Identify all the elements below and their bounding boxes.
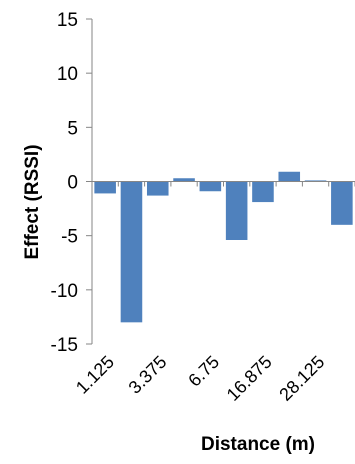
- bar-series: [94, 171, 353, 323]
- y-tick-label: 10: [57, 64, 78, 85]
- axes: [86, 18, 355, 345]
- y-tick-label: 5: [67, 118, 78, 139]
- y-tick-label: -10: [51, 281, 78, 302]
- x-tick-label: 1.125: [72, 352, 118, 398]
- x-tick-label: 3.375: [125, 352, 171, 398]
- y-axis-title: Effect (RSSI): [22, 144, 43, 259]
- x-tick-label: 16.875: [223, 352, 276, 405]
- y-tick-label: 0: [67, 173, 78, 194]
- bar: [304, 180, 327, 182]
- bar: [225, 181, 248, 240]
- bar: [173, 178, 195, 182]
- bar: [94, 181, 116, 194]
- y-tick-label: -5: [61, 227, 78, 248]
- bar: [278, 171, 301, 182]
- y-tick-label: -15: [51, 335, 78, 356]
- bar: [120, 181, 143, 323]
- y-axis-ticks: 15 10 5 0 -5 -10 -15: [51, 10, 78, 356]
- x-axis-ticks: 1.125 3.375 6.75 16.875 28.125: [72, 352, 328, 405]
- x-axis-title: Distance (m): [201, 434, 315, 455]
- bar: [252, 181, 274, 203]
- bar: [146, 181, 169, 196]
- y-tick-label: 15: [57, 10, 78, 31]
- bar: [199, 181, 222, 192]
- x-tick-label: 28.125: [275, 352, 328, 405]
- bar: [331, 181, 353, 225]
- x-tick-label: 6.75: [184, 352, 223, 391]
